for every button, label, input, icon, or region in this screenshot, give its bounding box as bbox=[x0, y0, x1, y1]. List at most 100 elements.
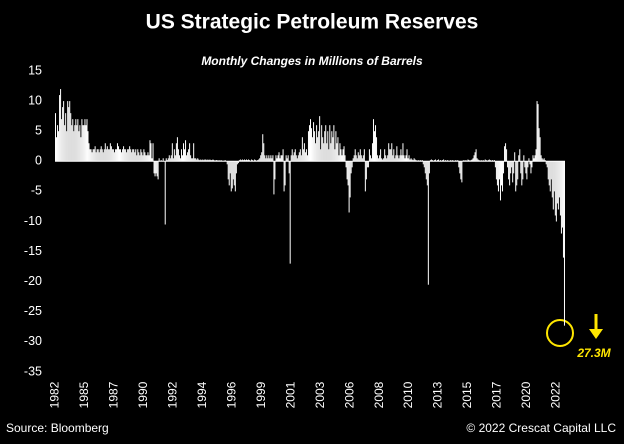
bar bbox=[428, 161, 430, 174]
bar bbox=[474, 152, 476, 162]
bar bbox=[518, 155, 520, 162]
bar bbox=[284, 161, 286, 186]
bar bbox=[195, 158, 197, 162]
bar bbox=[89, 149, 91, 162]
bar bbox=[553, 161, 555, 192]
bar bbox=[146, 155, 148, 162]
bar bbox=[311, 128, 313, 162]
bar bbox=[167, 158, 169, 162]
bar bbox=[279, 158, 281, 162]
bar bbox=[236, 161, 238, 165]
bar bbox=[491, 160, 493, 162]
bar bbox=[240, 160, 242, 162]
x-tick-label: 1987 bbox=[107, 381, 121, 408]
bar bbox=[335, 131, 337, 162]
bar bbox=[72, 119, 74, 162]
bar bbox=[288, 161, 290, 174]
bar bbox=[79, 125, 81, 162]
bar bbox=[107, 149, 109, 162]
bar bbox=[259, 158, 261, 162]
bar bbox=[408, 155, 410, 162]
bar bbox=[106, 146, 108, 162]
bar bbox=[203, 160, 205, 162]
bar bbox=[399, 155, 401, 162]
bar bbox=[368, 149, 370, 162]
bar bbox=[196, 159, 198, 162]
bar bbox=[433, 160, 435, 162]
bar bbox=[434, 159, 436, 162]
bar bbox=[421, 160, 423, 162]
bar bbox=[120, 149, 122, 162]
bar bbox=[515, 161, 517, 192]
bar bbox=[295, 155, 297, 162]
bar bbox=[158, 158, 160, 162]
bar bbox=[137, 149, 139, 162]
bar bbox=[556, 161, 558, 204]
bar bbox=[136, 155, 138, 162]
bar bbox=[452, 160, 454, 162]
bar bbox=[329, 125, 331, 162]
chart-title: US Strategic Petroleum Reserves bbox=[146, 11, 479, 34]
bar bbox=[172, 158, 174, 162]
bar bbox=[213, 160, 215, 162]
bar bbox=[539, 137, 541, 162]
bar bbox=[531, 161, 533, 168]
bar bbox=[313, 122, 315, 162]
bar bbox=[389, 149, 391, 162]
bar bbox=[402, 143, 404, 162]
bar bbox=[493, 160, 495, 162]
bar bbox=[353, 155, 355, 162]
bar bbox=[132, 149, 134, 162]
bar bbox=[131, 152, 133, 162]
bar bbox=[533, 158, 535, 162]
x-tick-label: 2006 bbox=[342, 381, 356, 408]
bar bbox=[178, 155, 180, 162]
bar bbox=[450, 160, 452, 162]
bar bbox=[312, 137, 314, 162]
x-tick-label: 1985 bbox=[77, 381, 91, 408]
bar bbox=[113, 152, 115, 162]
bar bbox=[84, 119, 86, 162]
bar bbox=[255, 160, 257, 162]
bar bbox=[333, 125, 335, 162]
bar bbox=[413, 158, 415, 162]
bar bbox=[234, 161, 236, 192]
bar bbox=[412, 160, 414, 162]
bar bbox=[543, 158, 545, 162]
bar bbox=[404, 158, 406, 162]
bar bbox=[169, 158, 171, 162]
bar bbox=[414, 159, 416, 162]
bar bbox=[173, 149, 175, 162]
bar bbox=[546, 161, 548, 168]
bar bbox=[306, 155, 308, 162]
bar bbox=[318, 131, 320, 162]
bar bbox=[129, 146, 131, 162]
bar bbox=[457, 160, 459, 162]
bar bbox=[484, 159, 486, 162]
bar bbox=[65, 113, 67, 162]
bar bbox=[302, 149, 304, 162]
bar bbox=[271, 158, 273, 162]
x-tick-label: 2008 bbox=[372, 381, 386, 408]
x-tick-label: 1982 bbox=[48, 381, 62, 408]
x-tick-label: 2013 bbox=[431, 381, 445, 408]
bar bbox=[194, 158, 196, 162]
bar bbox=[357, 152, 359, 162]
bar bbox=[430, 159, 432, 162]
bar bbox=[541, 158, 543, 162]
bar bbox=[149, 140, 151, 162]
bar bbox=[429, 160, 431, 162]
bar bbox=[151, 158, 153, 162]
bar bbox=[197, 158, 199, 162]
bar bbox=[192, 158, 194, 162]
bar bbox=[494, 161, 496, 168]
bar bbox=[300, 155, 302, 162]
bar bbox=[282, 149, 284, 162]
bar bbox=[502, 161, 504, 192]
source: Source: Bloomberg bbox=[6, 421, 109, 435]
bar bbox=[294, 149, 296, 162]
bar bbox=[560, 161, 562, 234]
bar bbox=[532, 155, 534, 162]
bar bbox=[391, 143, 393, 162]
bar bbox=[555, 161, 557, 222]
